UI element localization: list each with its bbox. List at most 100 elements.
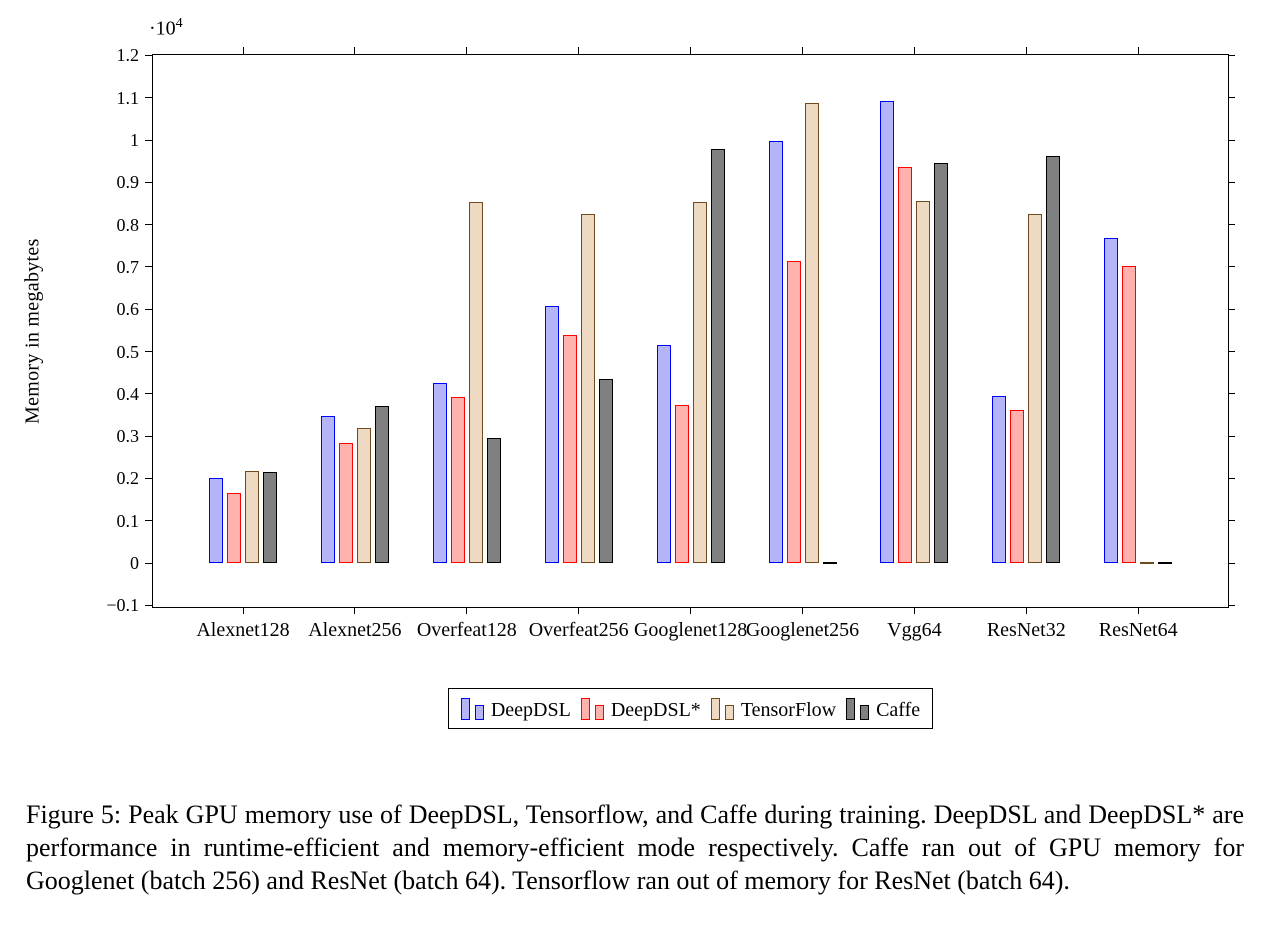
bar-deepdsl-overfeat256 — [544, 305, 559, 563]
y-tick — [1228, 435, 1235, 437]
legend-swatch-tensorflow — [710, 698, 720, 720]
x-tick — [466, 607, 468, 614]
y-tick-label: 0.5 — [116, 341, 140, 362]
bar-caffe-vgg64 — [934, 162, 949, 563]
zero-bar-caffe-resnet64 — [1158, 562, 1173, 564]
y-tick — [145, 477, 152, 479]
bar-deepdslstar-overfeat256 — [562, 334, 577, 563]
bar-deepdsl-overfeat128 — [432, 383, 447, 563]
legend-label: Caffe — [876, 699, 921, 721]
y-tick — [145, 393, 152, 395]
bar-deepdsl-alexnet256 — [320, 415, 335, 563]
legend-label: DeepDSL — [490, 699, 571, 721]
bar-tensorflow-alexnet256 — [356, 428, 371, 563]
legend-swatch-pair — [460, 698, 484, 720]
y-tick — [1228, 393, 1235, 395]
bar-deepdslstar-resnet32 — [1010, 410, 1025, 563]
chart-legend: DeepDSL DeepDSL* TensorFlow Caffe — [447, 688, 934, 729]
bar-caffe-overfeat128 — [486, 437, 501, 563]
x-tick-label: ResNet64 — [1098, 619, 1178, 641]
x-tick — [466, 47, 468, 54]
y-tick — [145, 266, 152, 268]
bar-caffe-overfeat256 — [598, 378, 613, 563]
y-tick-label: 1.1 — [116, 87, 140, 108]
bar-deepdslstar-resnet64 — [1122, 266, 1137, 563]
legend-swatch-pair — [580, 698, 604, 720]
y-tick — [1228, 224, 1235, 226]
legend-label: DeepDSL* — [610, 699, 701, 721]
legend-swatch-deepdsl — [460, 698, 470, 720]
bar-chart-plot-area: 1.2 1.1 1 0.9 0.8 0.7 0.6 0.5 0.4 0.3 0.2 0.1 0 −0.1 A… — [106, 45, 1235, 641]
x-tick-label: Alexnet256 — [308, 619, 402, 641]
x-tick — [242, 47, 244, 54]
x-tick — [913, 47, 915, 54]
legend-swatch-pair — [710, 698, 734, 720]
y-tick — [145, 435, 152, 437]
legend-swatch-deepdsl — [474, 705, 484, 720]
legend-swatch-pair — [846, 698, 870, 720]
x-tick-label: Overfeat128 — [416, 619, 517, 641]
x-tick — [242, 607, 244, 614]
bar-caffe-alexnet128 — [263, 472, 277, 563]
legend-entry-deepdslstar: DeepDSL* — [580, 698, 701, 721]
legend-row: DeepDSL DeepDSL* TensorFlow Caffe — [152, 688, 1229, 729]
x-tick — [690, 47, 692, 54]
x-tick — [802, 607, 803, 614]
y-tick — [145, 181, 152, 183]
y-tick — [1228, 181, 1235, 183]
x-tick-label: Googlenet256 — [745, 619, 860, 641]
y-tick — [1228, 562, 1235, 564]
legend-entry-caffe: Caffe — [846, 698, 920, 720]
y-tick — [145, 351, 152, 352]
y-tick — [145, 54, 152, 56]
y-tick-label: 0.6 — [116, 299, 140, 320]
x-tick-label: ResNet32 — [986, 619, 1066, 641]
y-tick-label: 0.1 — [116, 510, 140, 531]
bar-deepdslstar-alexnet256 — [338, 442, 353, 563]
x-tick — [578, 607, 580, 614]
bar-deepdsl-vgg64 — [880, 100, 895, 563]
x-tick — [1025, 47, 1027, 54]
bar-deepdsl-resnet64 — [1104, 238, 1119, 563]
bar-deepdslstar-googlenet256 — [786, 260, 801, 563]
y-tick — [1228, 604, 1235, 606]
y-tick-label: 0.7 — [116, 256, 140, 277]
y-scale-base: ·10 — [149, 17, 176, 40]
y-scale-power: 4 — [175, 16, 183, 31]
y-tick — [1228, 266, 1235, 268]
y-tick-label: 1.2 — [116, 45, 140, 66]
x-tick — [578, 47, 580, 54]
bar-deepdslstar-googlenet128 — [674, 404, 689, 563]
x-tick — [802, 47, 803, 54]
legend-swatch-caffe — [860, 705, 870, 720]
y-tick-label: 0.4 — [116, 383, 140, 404]
bar-deepdsl-googlenet256 — [768, 140, 783, 563]
bar-tensorflow-googlenet256 — [804, 102, 819, 563]
y-tick-label: 0.3 — [116, 426, 140, 447]
y-tick — [145, 308, 152, 310]
x-tick-label: Googlenet128 — [633, 619, 748, 641]
legend-swatch-tensorflow — [724, 705, 734, 720]
y-tick-label: −0.1 — [106, 595, 139, 616]
y-tick-label: 0.2 — [116, 468, 140, 489]
zero-bar-caffe-googlenet256 — [822, 562, 837, 564]
x-tick — [1025, 607, 1027, 614]
y-tick — [145, 562, 152, 564]
y-tick — [1228, 139, 1235, 141]
bar-deepdslstar-overfeat128 — [450, 397, 465, 563]
y-tick-label: 0.9 — [116, 172, 140, 193]
legend-swatch-caffe — [846, 698, 856, 720]
legend-swatch-deepdslstar — [580, 698, 590, 720]
bar-deepdsl-alexnet128 — [209, 478, 223, 563]
legend-entry-deepdsl: DeepDSL — [460, 698, 571, 721]
x-tick — [690, 607, 692, 614]
bar-deepdsl-googlenet128 — [656, 345, 671, 563]
bar-tensorflow-vgg64 — [916, 200, 931, 563]
y-tick-label: 1 — [130, 130, 139, 150]
bar-caffe-alexnet256 — [374, 406, 389, 563]
x-tick — [1137, 47, 1139, 54]
x-tick-label: Overfeat256 — [528, 619, 629, 641]
bar-tensorflow-googlenet128 — [692, 202, 707, 563]
bar-deepdsl-resnet32 — [992, 395, 1007, 563]
